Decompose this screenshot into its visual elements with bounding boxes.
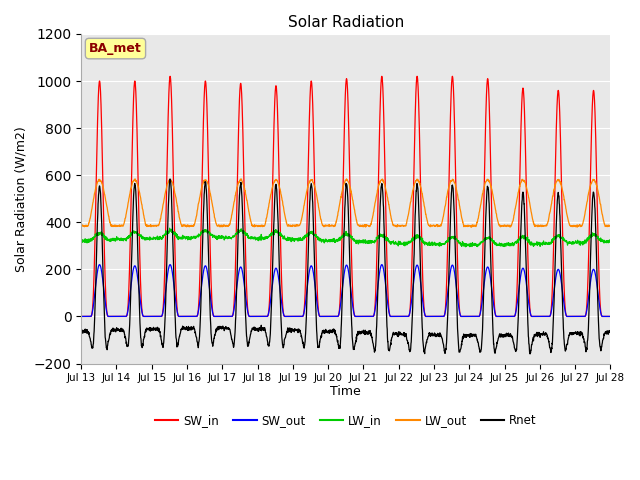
LW_in bbox=[166, 225, 173, 231]
SW_in bbox=[361, 313, 369, 319]
LW_out bbox=[560, 192, 568, 198]
SW_out bbox=[361, 313, 369, 319]
Rnet bbox=[575, 330, 582, 336]
Line: LW_in: LW_in bbox=[81, 228, 610, 247]
Line: SW_in: SW_in bbox=[81, 76, 610, 316]
LW_in bbox=[606, 239, 614, 244]
Rnet bbox=[526, 351, 534, 357]
LW_out bbox=[575, 223, 582, 228]
LW_in bbox=[361, 238, 369, 244]
Legend: SW_in, SW_out, LW_in, LW_out, Rnet: SW_in, SW_out, LW_in, LW_out, Rnet bbox=[150, 409, 541, 432]
SW_in bbox=[225, 313, 233, 319]
LW_out bbox=[131, 176, 139, 182]
LW_in bbox=[462, 244, 470, 250]
LW_in bbox=[225, 235, 233, 241]
SW_in bbox=[575, 313, 582, 319]
SW_out bbox=[96, 262, 104, 267]
Y-axis label: Solar Radiation (W/m2): Solar Radiation (W/m2) bbox=[15, 126, 28, 272]
SW_out bbox=[575, 313, 582, 319]
SW_out bbox=[560, 298, 568, 304]
Rnet bbox=[372, 327, 380, 333]
SW_in bbox=[372, 268, 380, 274]
SW_in bbox=[166, 73, 174, 79]
LW_out bbox=[606, 223, 614, 228]
Rnet bbox=[560, 336, 568, 341]
SW_out bbox=[499, 313, 507, 319]
SW_out bbox=[372, 297, 380, 302]
X-axis label: Time: Time bbox=[330, 384, 361, 397]
Line: SW_out: SW_out bbox=[81, 264, 610, 316]
LW_in bbox=[372, 234, 380, 240]
Line: LW_out: LW_out bbox=[81, 179, 610, 227]
Rnet bbox=[361, 329, 369, 335]
Rnet bbox=[606, 329, 614, 335]
LW_in bbox=[575, 239, 582, 245]
Rnet bbox=[225, 326, 233, 332]
Rnet bbox=[166, 176, 174, 182]
Rnet bbox=[77, 330, 85, 336]
SW_out bbox=[225, 313, 233, 319]
Line: Rnet: Rnet bbox=[81, 179, 610, 354]
SW_out bbox=[606, 313, 614, 319]
Text: BA_met: BA_met bbox=[89, 42, 142, 55]
SW_in bbox=[77, 313, 85, 319]
SW_in bbox=[560, 271, 568, 276]
LW_out bbox=[77, 223, 85, 228]
LW_out bbox=[361, 222, 369, 228]
LW_in bbox=[560, 237, 568, 243]
SW_out bbox=[77, 313, 85, 319]
Rnet bbox=[499, 333, 507, 339]
LW_in bbox=[500, 241, 508, 247]
SW_in bbox=[499, 313, 507, 319]
SW_in bbox=[606, 313, 614, 319]
Title: Solar Radiation: Solar Radiation bbox=[287, 15, 404, 30]
LW_out bbox=[573, 224, 581, 230]
LW_in bbox=[77, 239, 85, 245]
LW_out bbox=[372, 193, 380, 199]
LW_out bbox=[225, 222, 233, 228]
LW_out bbox=[499, 223, 507, 228]
